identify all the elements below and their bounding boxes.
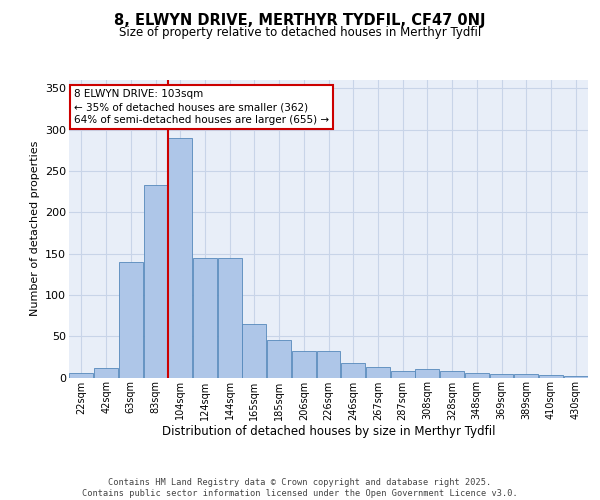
Bar [168,138,192,378]
Text: Size of property relative to detached houses in Merthyr Tydfil: Size of property relative to detached ho… [119,26,481,39]
Bar [292,351,316,378]
X-axis label: Distribution of detached houses by size in Merthyr Tydfil: Distribution of detached houses by size … [162,425,495,438]
Bar [70,374,94,378]
Bar [193,258,217,378]
Bar [465,372,489,378]
Bar [391,371,415,378]
Y-axis label: Number of detached properties: Number of detached properties [29,141,40,316]
Bar [94,368,118,378]
Bar [119,262,143,378]
Text: Contains HM Land Registry data © Crown copyright and database right 2025.
Contai: Contains HM Land Registry data © Crown c… [82,478,518,498]
Text: 8 ELWYN DRIVE: 103sqm
← 35% of detached houses are smaller (362)
64% of semi-det: 8 ELWYN DRIVE: 103sqm ← 35% of detached … [74,89,329,126]
Bar [267,340,291,378]
Bar [440,371,464,378]
Bar [490,374,514,378]
Bar [539,375,563,378]
Bar [341,362,365,378]
Bar [514,374,538,378]
Bar [317,351,340,378]
Text: 8, ELWYN DRIVE, MERTHYR TYDFIL, CF47 0NJ: 8, ELWYN DRIVE, MERTHYR TYDFIL, CF47 0NJ [114,12,486,28]
Bar [563,376,587,378]
Bar [366,367,390,378]
Bar [415,369,439,378]
Bar [143,185,167,378]
Bar [242,324,266,378]
Bar [218,258,242,378]
